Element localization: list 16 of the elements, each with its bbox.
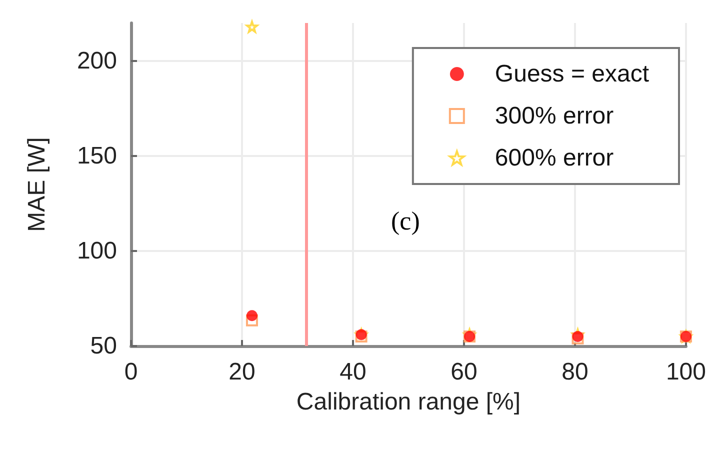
x-axis-title: Calibration range [%]	[296, 388, 521, 416]
annotation: (c)	[391, 206, 420, 236]
x-tick-label: 80	[562, 358, 588, 386]
y-tick-label: 200	[76, 48, 117, 74]
legend-label: Guess = exact	[494, 60, 650, 88]
x-tick-label: 0	[124, 358, 138, 386]
x-tick-label: 100	[666, 358, 706, 386]
x-tick-label: 60	[450, 358, 478, 386]
y-axis-title: MAE [W]	[24, 137, 50, 232]
y-tick-label: 100	[76, 238, 117, 264]
legend-label: 600% error	[494, 144, 614, 172]
legend-label: 300% error	[494, 102, 614, 130]
x-tick-label: 40	[340, 358, 366, 386]
x-tick-label: 20	[228, 358, 256, 386]
y-tick-label: 50	[90, 332, 117, 360]
y-tick-label: 150	[76, 142, 117, 170]
